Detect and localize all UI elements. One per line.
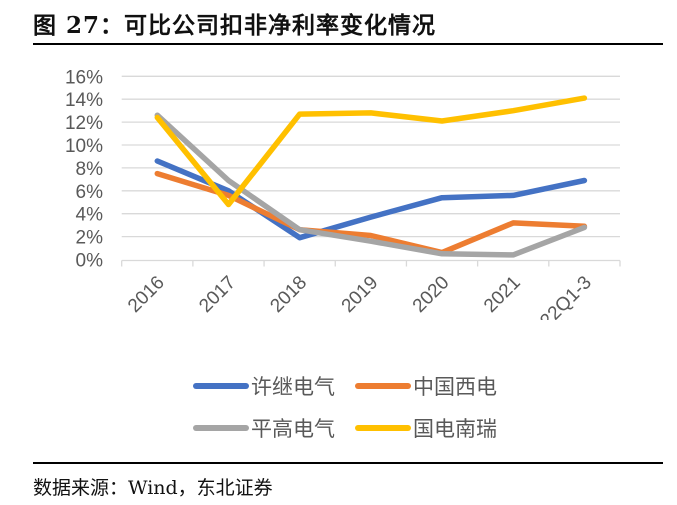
x-tick-label: 2021 bbox=[480, 272, 525, 317]
y-tick-label: 16% bbox=[65, 67, 103, 88]
figure-title: 图 27：可比公司扣非净利率变化情况 bbox=[33, 12, 437, 39]
y-tick-label: 8% bbox=[76, 159, 104, 180]
legend-label-nanrui: 国电南瑞 bbox=[413, 417, 497, 441]
y-tick-label: 4% bbox=[76, 205, 104, 226]
legend-label-pinggao: 平高电气 bbox=[251, 417, 335, 441]
x-tick-label: 2016 bbox=[124, 272, 169, 317]
source-note: 数据来源：Wind，东北证券 bbox=[33, 477, 273, 499]
x-tick-label: 2017 bbox=[195, 272, 240, 317]
y-tick-label: 6% bbox=[76, 182, 104, 203]
y-tick-label: 0% bbox=[76, 251, 104, 272]
y-tick-label: 10% bbox=[65, 136, 103, 157]
legend-label-xidian: 中国西电 bbox=[413, 375, 497, 399]
legend-swatch-pinggao bbox=[193, 425, 249, 431]
line-chart: 0%2%4%6%8%10%12%14%16% 2016 2017 2018 2019 2… bbox=[65, 67, 621, 320]
x-axis bbox=[121, 259, 621, 267]
x-tick-label: 2019 bbox=[338, 272, 383, 317]
x-tick-label: 2018 bbox=[266, 272, 311, 317]
legend-swatch-xidian bbox=[355, 383, 411, 389]
y-tick-label: 14% bbox=[65, 90, 103, 111]
legend-item-xidian: 中国西电 bbox=[355, 371, 517, 401]
x-tick-label: 22Q1-3 bbox=[536, 272, 596, 320]
y-tick-label: 12% bbox=[65, 113, 103, 134]
series-lines bbox=[154, 95, 588, 258]
legend-swatch-nanrui bbox=[355, 425, 411, 431]
y-tick-label: 2% bbox=[76, 228, 104, 249]
x-tick-label: 2020 bbox=[409, 272, 454, 317]
source-divider bbox=[33, 462, 663, 464]
legend-item-xuji: 许继电气 bbox=[193, 371, 355, 401]
legend-item-nanrui: 国电南瑞 bbox=[355, 413, 517, 443]
x-axis-labels: 2016 2017 2018 2019 2020 2021 22Q1-3 bbox=[124, 272, 596, 320]
legend-swatch-xuji bbox=[193, 383, 249, 389]
y-axis-ticks: 0%2%4%6%8%10%12%14%16% bbox=[65, 67, 103, 271]
legend: 许继电气 中国西电 平高电气 国电南瑞 bbox=[193, 365, 533, 449]
title-divider bbox=[33, 43, 663, 45]
gridlines bbox=[121, 75, 620, 238]
legend-item-pinggao: 平高电气 bbox=[193, 413, 355, 443]
legend-label-xuji: 许继电气 bbox=[251, 375, 335, 399]
